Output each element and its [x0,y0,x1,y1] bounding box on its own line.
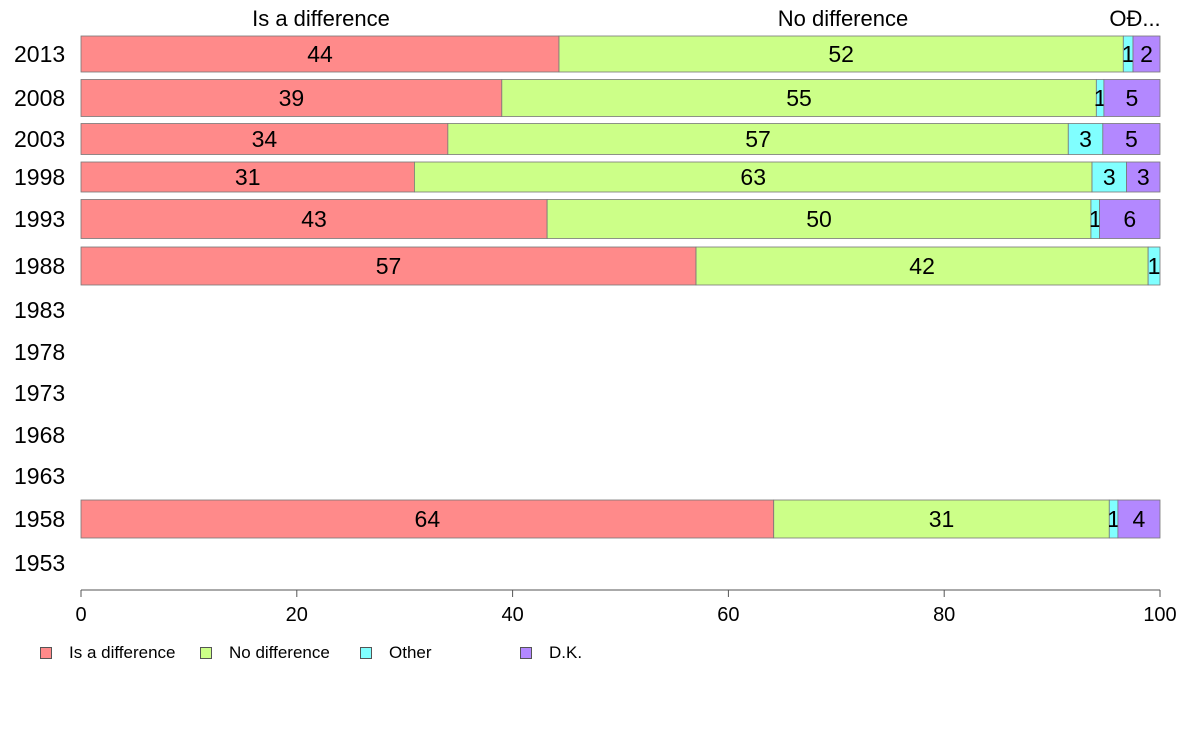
data-label-1998-is-a-difference: 31 [235,164,261,190]
bar-2008-is-a-difference [80,79,503,117]
legend-label: Other [389,643,432,662]
data-label-1993-d-k: 6 [1123,206,1136,232]
top-label-no-difference: No difference [778,6,908,31]
data-label-1998-d-k: 3 [1137,164,1150,190]
year-label-1988: 1988 [14,253,65,279]
data-label-2013-no-difference: 52 [828,41,854,67]
year-label-1953: 1953 [14,550,65,576]
data-label-1998-other: 3 [1103,164,1116,190]
legend: Is a difference No difference Other D.K. [40,643,740,663]
data-label-1988-no-difference: 42 [909,253,935,279]
bar-1958-d-k [1117,499,1161,539]
year-label-2013: 2013 [14,41,65,67]
year-axis: 2013 2008 2003 1998 1993 1988 1983 1978 1973 1968… [14,41,65,576]
data-label-1958-is-a-difference: 64 [415,506,441,532]
bar-1958-no-difference [773,499,1110,539]
data-label-2003-no-difference: 57 [745,126,771,152]
data-label-2003-other: 3 [1079,126,1092,152]
bar-2003-d-k [1102,123,1161,155]
bar-2013-no-difference [558,35,1124,73]
bar-1988-other [1147,246,1161,286]
data-label-1958-no-difference: 31 [929,506,955,532]
year-label-1963: 1963 [14,463,65,489]
top-category-labels: Is a difference No difference OĐ... [252,6,1161,31]
x-tick-label-0: 0 [75,604,86,626]
data-label-1998-no-difference: 63 [740,164,766,190]
legend-label: No difference [229,643,330,662]
legend-swatch-no-difference [200,647,212,659]
data-label-1988-other: 1 [1148,253,1161,279]
year-label-1973: 1973 [14,380,65,406]
data-label-2013-d-k: 2 [1140,41,1153,67]
bar-1998-is-a-difference [80,161,415,193]
data-label-2013-other: 1 [1122,41,1135,67]
bar-1993-is-a-difference [80,199,548,239]
bar-2008-d-k [1103,79,1161,117]
year-label-1958: 1958 [14,506,65,532]
bar-2008-no-difference [501,79,1097,117]
data-label-1993-other: 1 [1089,206,1102,232]
bar-1998-no-difference [414,161,1093,193]
data-label-2008-other: 1 [1094,85,1107,111]
legend-item-is-a-difference: Is a difference [40,643,175,663]
bar-2003-is-a-difference [80,123,449,155]
x-tick-label-80: 80 [933,604,955,626]
bar-1993-d-k [1099,199,1161,239]
data-label-2013-is-a-difference: 44 [307,41,333,67]
legend-label: D.K. [549,643,583,662]
bar-2013-is-a-difference [80,35,560,73]
year-label-1983: 1983 [14,297,65,323]
legend-label: Is a difference [69,643,176,662]
x-tick-label-20: 20 [286,604,308,626]
x-tick-label-100: 100 [1143,604,1176,626]
bar-1988-no-difference [695,246,1149,286]
bar-2013-d-k [1132,35,1161,73]
data-label-2008-is-a-difference: 39 [279,85,305,111]
data-label-1988-is-a-difference: 57 [376,253,402,279]
legend-item-other: Other [360,643,432,663]
bar-1988-is-a-difference [80,246,697,286]
bar-1998-other [1091,161,1127,193]
top-label-is-a-difference: Is a difference [252,6,390,31]
bar-1998-d-k [1126,161,1161,193]
x-axis: 0 20 40 60 80 100 [75,589,1177,626]
year-label-2008: 2008 [14,85,65,111]
legend-swatch-dk [520,647,532,659]
data-label-1993-no-difference: 50 [806,206,832,232]
legend-item-dk: D.K. [520,643,582,663]
x-tick-label-40: 40 [501,604,523,626]
year-label-1993: 1993 [14,206,65,232]
year-label-1998: 1998 [14,164,65,190]
bar-1993-no-difference [546,199,1092,239]
data-label-2008-d-k: 5 [1126,85,1139,111]
data-label-2003-d-k: 5 [1125,126,1138,152]
year-label-1978: 1978 [14,339,65,365]
data-label-1958-other: 1 [1107,506,1120,532]
data-label-1993-is-a-difference: 43 [301,206,327,232]
data-label-2008-no-difference: 55 [786,85,812,111]
data-label-1958-d-k: 4 [1133,506,1146,532]
legend-swatch-other [360,647,372,659]
year-label-1968: 1968 [14,422,65,448]
bars: 44 52 1 239 55 1 534 57 3 531 63 3 343 50 1 657 42 164 31 1… [80,35,1161,539]
top-label-other-dk: OĐ... [1109,6,1160,31]
legend-swatch-is-a-difference [40,647,52,659]
x-tick-label-60: 60 [717,604,739,626]
legend-item-no-difference: No difference [200,643,330,663]
bar-1958-is-a-difference [80,499,775,539]
year-label-2003: 2003 [14,126,65,152]
data-label-2003-is-a-difference: 34 [252,126,278,152]
bar-2003-no-difference [447,123,1069,155]
